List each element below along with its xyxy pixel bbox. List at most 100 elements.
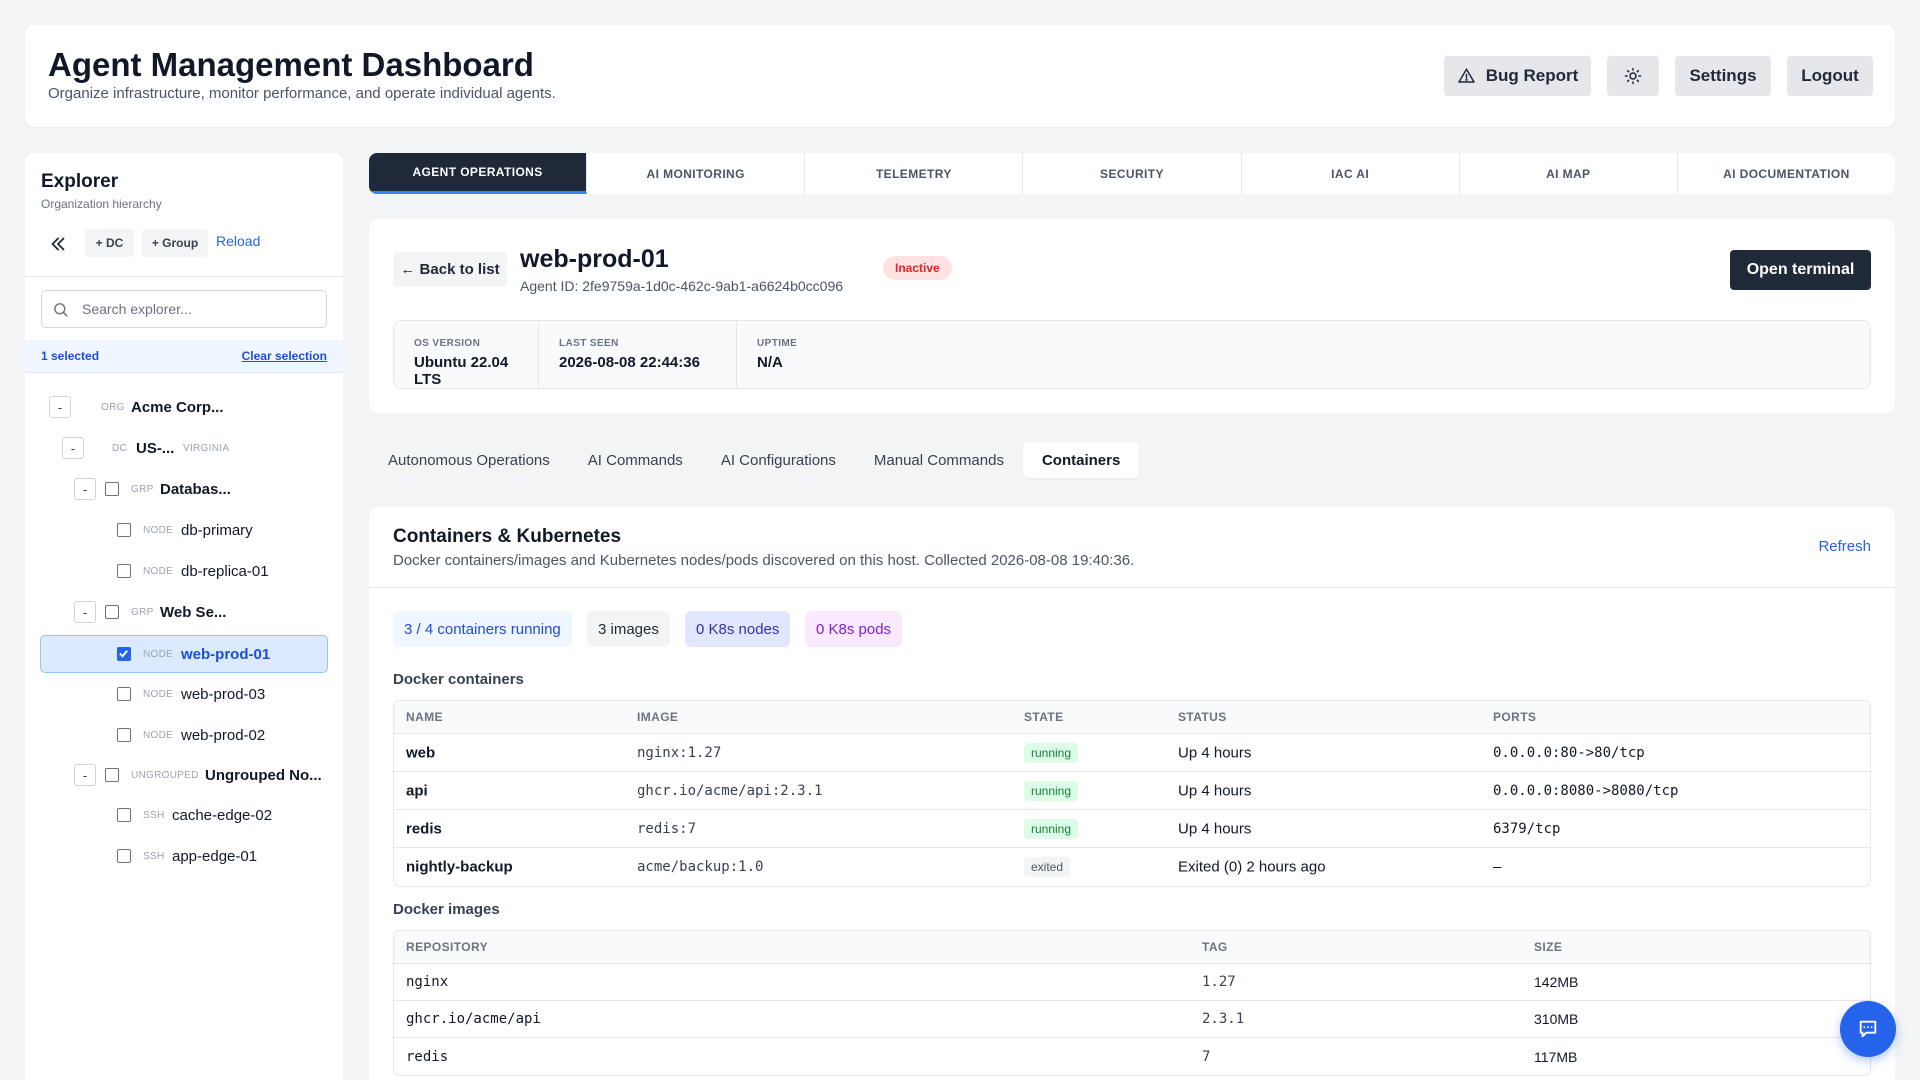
sun-icon xyxy=(1624,67,1642,85)
select-checkbox[interactable] xyxy=(117,564,131,578)
containers-running-pill: 3 / 4 containers running xyxy=(393,611,572,647)
tree-item-ssh[interactable]: SSH cache-edge-02 xyxy=(25,797,343,833)
bug-report-button[interactable]: Bug Report xyxy=(1444,56,1591,96)
back-to-list-button[interactable]: ← Back to list xyxy=(393,252,507,287)
search-placeholder: Search explorer... xyxy=(82,301,192,317)
tree-item-group-databases[interactable]: - GRP Databas... xyxy=(25,471,343,507)
tree-item-node[interactable]: NODE db-primary xyxy=(25,512,343,548)
node-kind: GRP xyxy=(131,607,154,618)
tab-manual-commands[interactable]: Manual Commands xyxy=(873,451,1004,469)
collapse-toggle[interactable]: - xyxy=(74,764,96,786)
tree-item-ungrouped[interactable]: - UNGROUPED Ungrouped No... xyxy=(25,757,343,793)
select-checkbox[interactable] xyxy=(117,687,131,701)
select-checkbox[interactable] xyxy=(117,808,131,822)
node-kind: DC xyxy=(112,443,128,454)
select-checkbox[interactable] xyxy=(117,523,131,537)
state-badge: running xyxy=(1024,780,1079,801)
stat-label: UPTIME xyxy=(757,338,798,349)
tree-item-node[interactable]: NODE web-prod-03 xyxy=(25,676,343,712)
app-header: Agent Management Dashboard Organize infr… xyxy=(25,25,1895,127)
open-terminal-button[interactable]: Open terminal xyxy=(1730,250,1871,290)
table-row: ghcr.io/acme/api 2.3.1 310MB xyxy=(394,1001,1870,1038)
collapse-toggle[interactable]: - xyxy=(74,478,96,500)
settings-button[interactable]: Settings xyxy=(1675,56,1771,96)
add-group-button[interactable]: + Group xyxy=(142,229,208,257)
theme-toggle-button[interactable] xyxy=(1607,56,1659,96)
tree-item-node-selected[interactable]: NODE web-prod-01 xyxy=(25,635,343,673)
clear-selection-link[interactable]: Clear selection xyxy=(241,349,327,363)
column-header: REPOSITORY xyxy=(406,940,489,954)
collapse-toggle[interactable]: - xyxy=(62,437,84,459)
docker-images-heading: Docker images xyxy=(393,901,500,918)
select-checkbox[interactable] xyxy=(105,482,119,496)
tab-iac-ai[interactable]: IAC AI xyxy=(1242,153,1460,194)
page-title: Agent Management Dashboard xyxy=(48,46,534,83)
collapse-toggle[interactable]: - xyxy=(74,601,96,623)
tree-item-label: web-prod-02 xyxy=(181,727,266,744)
tab-ai-configurations[interactable]: AI Configurations xyxy=(720,451,836,469)
explorer-search-input[interactable]: Search explorer... xyxy=(41,290,327,328)
container-ports: – xyxy=(1493,858,1502,876)
tab-ai-monitoring[interactable]: AI MONITORING xyxy=(587,153,806,194)
stat-value: N/A xyxy=(757,354,783,371)
select-checkbox[interactable] xyxy=(117,728,131,742)
tree-item-ssh[interactable]: SSH app-edge-01 xyxy=(25,838,343,874)
tree-item-group-web[interactable]: - GRP Web Se... xyxy=(25,594,343,630)
tree-item-node[interactable]: NODE web-prod-02 xyxy=(25,717,343,753)
tree-item-label: cache-edge-02 xyxy=(172,807,273,824)
stat-label: LAST SEEN xyxy=(559,338,619,349)
chat-button[interactable] xyxy=(1840,1001,1896,1057)
refresh-link[interactable]: Refresh xyxy=(1818,538,1871,555)
node-kind: UNGROUPED xyxy=(131,770,199,781)
add-dc-button[interactable]: + DC xyxy=(85,229,134,257)
tab-security[interactable]: SECURITY xyxy=(1023,153,1242,194)
container-status: Up 4 hours xyxy=(1178,782,1252,799)
state-badge: running xyxy=(1024,742,1079,763)
tab-telemetry[interactable]: TELEMETRY xyxy=(805,153,1024,194)
container-image: acme/backup:1.0 xyxy=(637,859,764,875)
select-checkbox[interactable] xyxy=(117,849,131,863)
tree-item-label: web-prod-01 xyxy=(181,646,271,663)
tree-item-label: db-primary xyxy=(181,522,253,539)
node-kind: NODE xyxy=(143,649,174,660)
image-size: 310MB xyxy=(1534,1011,1579,1027)
tab-agent-operations[interactable]: AGENT OPERATIONS xyxy=(369,153,588,194)
explorer-title: Explorer xyxy=(41,171,119,192)
select-checkbox-checked[interactable] xyxy=(117,647,131,661)
divider xyxy=(25,372,343,373)
selection-highlight xyxy=(40,635,328,673)
reload-link[interactable]: Reload xyxy=(216,233,261,249)
check-icon xyxy=(119,650,128,658)
tab-ai-documentation[interactable]: AI DOCUMENTATION xyxy=(1723,166,1850,181)
logout-button[interactable]: Logout xyxy=(1787,56,1873,96)
stat-value: Ubuntu 22.04 LTS xyxy=(414,354,509,388)
node-kind: SSH xyxy=(143,851,165,862)
containers-card: Containers & Kubernetes Docker container… xyxy=(369,507,1895,1080)
main-tabs: AGENT OPERATIONS AI MONITORING TELEMETRY… xyxy=(369,153,1895,194)
containers-table: NAME IMAGE STATE STATUS PORTS web nginx:… xyxy=(393,700,1871,887)
image-repository: ghcr.io/acme/api xyxy=(406,1011,541,1027)
image-tag: 1.27 xyxy=(1202,974,1236,990)
tree-item-org[interactable]: - ORG Acme Corp... xyxy=(25,389,343,425)
tab-containers[interactable]: Containers xyxy=(1022,442,1140,478)
table-row: redis 7 117MB xyxy=(394,1038,1870,1075)
status-badge: Inactive xyxy=(883,256,952,280)
table-header: REPOSITORY TAG SIZE xyxy=(394,931,1870,964)
tab-autonomous-operations[interactable]: Autonomous Operations xyxy=(388,451,550,469)
agent-detail-card: ← Back to list web-prod-01 Agent ID: 2fe… xyxy=(369,219,1895,413)
tab-ai-commands[interactable]: AI Commands xyxy=(587,451,683,469)
tree-item-node[interactable]: NODE db-replica-01 xyxy=(25,553,343,589)
select-checkbox[interactable] xyxy=(105,605,119,619)
container-name: redis xyxy=(406,820,442,837)
stat-os-version: OS VERSION Ubuntu 22.04 LTS xyxy=(394,321,539,388)
table-row: api ghcr.io/acme/api:2.3.1 running Up 4 … xyxy=(394,772,1870,810)
bug-report-label: Bug Report xyxy=(1485,66,1579,85)
tree-item-dc[interactable]: - DC US-... VIRGINIA xyxy=(25,430,343,466)
node-kind: NODE xyxy=(143,689,174,700)
collapse-sidebar-icon[interactable] xyxy=(47,233,69,255)
selected-count: 1 selected xyxy=(41,349,100,363)
image-tag: 7 xyxy=(1202,1048,1211,1065)
tab-ai-map[interactable]: AI MAP xyxy=(1460,153,1678,194)
select-checkbox[interactable] xyxy=(105,768,119,782)
collapse-toggle[interactable]: - xyxy=(49,396,71,418)
